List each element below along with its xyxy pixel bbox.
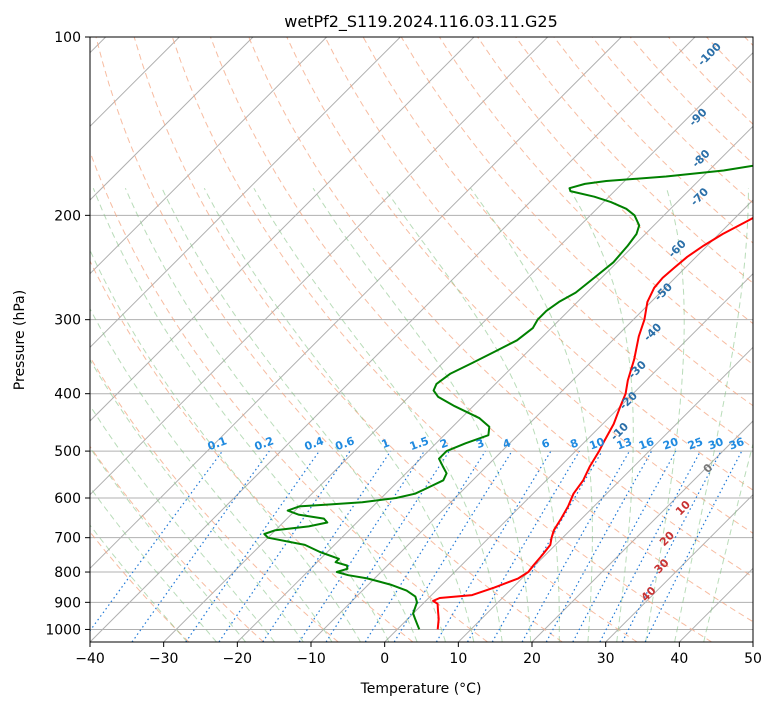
mixing-ratio-line [218,450,351,642]
axis-ticks: −40 −30 −20 −10 0 10 20 30 40 5010020030040050060… [45,30,762,667]
moist-adiabat [384,187,560,642]
profile-lines [263,164,753,630]
moist-adiabat [90,248,361,642]
y-tick-label: 300 [54,313,81,329]
moist-adiabat [470,187,593,642]
mixing-ratio-line [599,450,702,642]
x-tick-label: −40 [75,651,105,667]
mixing-ratio-line [298,450,425,642]
mixing-ratio-label: 1.5 [408,434,431,453]
mixing-ratio-label: 6 [540,436,552,451]
mixing-ratio-line [262,450,392,642]
x-tick-label: 30 [597,651,615,667]
chart-title: wetPf2_S119.2024.116.03.11.G25 [284,12,558,32]
y-tick-label: 100 [54,30,81,46]
moist-adiabat [203,187,475,642]
mixing-ratio-label: 16 [637,435,656,453]
mixing-ratio-line [325,450,450,642]
mixing-ratio-line [364,450,486,642]
y-tick-label: 900 [54,595,81,611]
moist-adiabat [90,486,217,642]
isotherm-line [90,37,622,570]
dry-adiabat [171,37,712,642]
y-axis-label: Pressure (hPa) [12,290,28,390]
plot-area: -100-90-80-70-60-50-40-30-20-10010203040… [90,37,753,642]
mixing-ratio-line [572,450,677,642]
isotherm-line [531,420,753,642]
dry-adiabat [515,37,753,284]
isotherm-line [90,37,549,496]
mixing-ratio-lines [90,450,743,642]
dry-adiabat [248,37,753,578]
mixing-ratio-label: 0.2 [253,434,276,453]
mixing-ratio-line [393,450,513,642]
x-tick-label: −10 [296,651,326,667]
mixing-ratio-label: 13 [615,435,634,452]
y-tick-label: 200 [54,208,81,224]
pressure-gridlines [90,37,753,630]
mixing-ratio-label: 0.4 [303,434,326,453]
dry-adiabat [210,37,753,623]
dry-adiabat [95,37,563,642]
x-axis-label: Temperature (°C) [360,681,482,697]
moist-adiabat [568,187,634,642]
mixing-ratio-label: 1 [380,436,392,451]
mixing-ratio-label: 4 [501,436,513,451]
mixing-ratio-label: 8 [568,436,580,451]
isotherm-line [384,272,753,642]
isotherm-line [163,51,753,642]
mixing-ratio-line [185,450,320,642]
dewpoint-profile-line [263,164,753,630]
moist-adiabat [92,188,390,642]
x-tick-label: 0 [380,651,389,667]
y-tick-label: 1000 [45,622,81,638]
moist-adiabat [90,307,333,642]
isotherm-line [605,493,753,642]
x-tick-label: 50 [744,651,762,667]
y-tick-label: 700 [54,531,81,547]
mixing-ratio-label: 0.6 [334,434,357,453]
mixing-ratio-line [435,450,552,642]
isotherm-line [457,346,753,642]
x-tick-label: 20 [523,651,541,667]
moist-adiabat [645,188,685,642]
mixing-ratio-label: 25 [686,435,705,452]
mixing-ratio-label: 30 [706,435,725,453]
isotherm-line [90,37,254,201]
isotherm-line [90,37,401,349]
mixing-ratio-label: 10 [588,435,607,453]
x-tick-label: −30 [149,651,179,667]
moist-adiabat [161,187,446,642]
y-tick-label: 800 [54,565,81,581]
isotherm-line [90,37,328,275]
mixing-ratio-label: 20 [661,435,680,453]
y-tick-label: 600 [54,491,81,507]
x-tick-label: 40 [670,651,688,667]
x-tick-label: −20 [223,651,253,667]
mixing-ratio-label: 2 [438,436,450,451]
temperature-profile-line [432,216,753,630]
moist-adiabat [703,442,753,642]
isotherm-line [236,125,753,642]
dry-adiabat [90,445,264,642]
mixing-ratio-line [466,450,580,642]
mixing-ratio-label: 3 [474,436,486,451]
dry-adiabat [324,37,753,491]
y-tick-label: 400 [54,387,81,403]
x-tick-label: 10 [449,651,467,667]
moist-adiabat [90,524,188,642]
moist-adiabat [674,188,749,642]
dry-adiabat [90,259,414,642]
dry-adiabat [133,37,638,642]
y-tick-label: 500 [54,444,81,460]
mixing-ratio-label: 0.1 [206,434,229,453]
dry-adiabat [286,37,753,534]
plot-frame [89,36,754,643]
moist-adiabat [253,187,503,642]
mixing-ratio-label: 36 [727,435,746,453]
